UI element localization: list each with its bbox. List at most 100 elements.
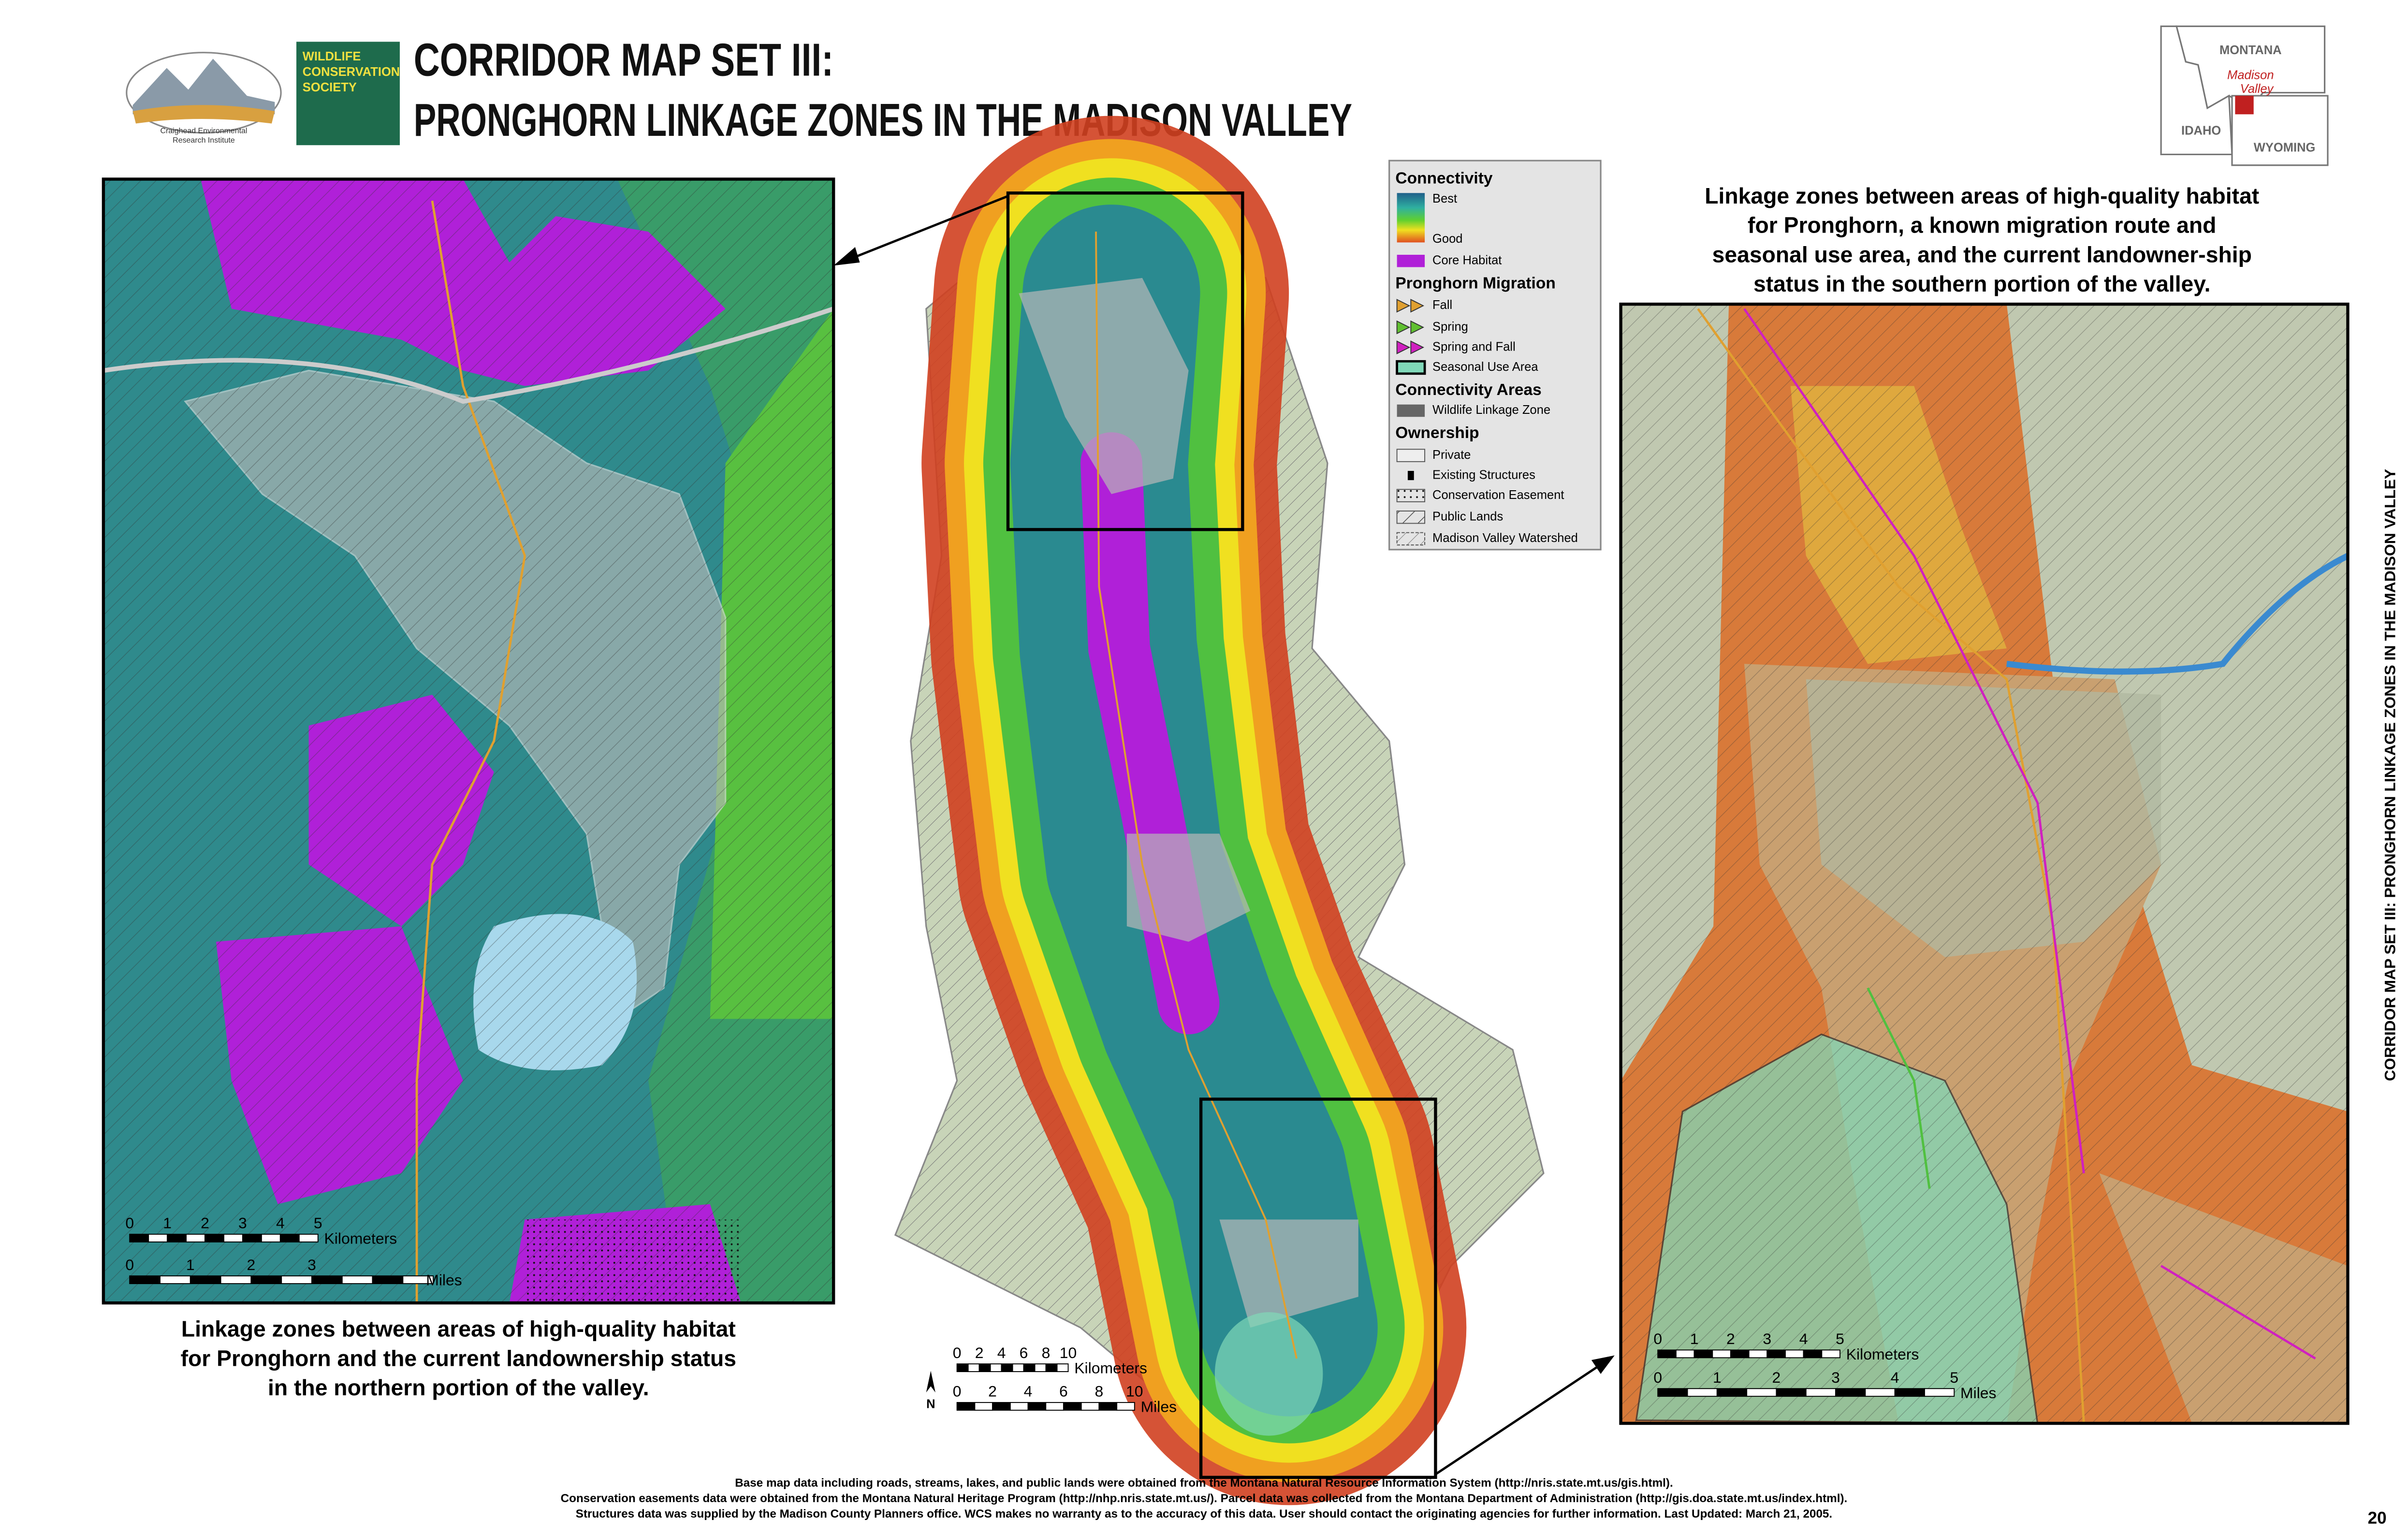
scale-segment xyxy=(160,1275,191,1285)
logo-cei: Craighead Environmental Research Institu… xyxy=(126,52,282,145)
south-map xyxy=(1619,302,2350,1425)
legend-swatch xyxy=(1396,299,1425,313)
footer: Base map data including roads, streams, … xyxy=(561,1477,1848,1520)
caption-line: Linkage zones between areas of high-qual… xyxy=(1705,183,2259,208)
scale-segment xyxy=(1716,1388,1748,1397)
legend-swatch xyxy=(1397,254,1425,267)
scale-segment xyxy=(1027,1402,1047,1411)
scale-segment xyxy=(279,1233,300,1243)
scale-label: 0 xyxy=(1653,1330,1662,1347)
legend-swatch xyxy=(1396,489,1426,502)
legend-item: Conservation Easement xyxy=(1432,488,1564,502)
river xyxy=(2006,553,2350,675)
caption: Linkage zones between areas of high-qual… xyxy=(1705,183,2259,296)
scale-label: 10 xyxy=(1126,1383,1143,1400)
scale-label: 2 xyxy=(247,1256,256,1273)
scale-segment xyxy=(1056,1363,1069,1373)
scale-segment xyxy=(992,1402,1011,1411)
scale-segment xyxy=(1924,1388,1955,1397)
scale-segment xyxy=(1116,1402,1135,1411)
legend-swatch xyxy=(1396,320,1425,335)
scale-label: 8 xyxy=(1042,1344,1051,1361)
scale-label: 2 xyxy=(1772,1369,1781,1386)
scale-segment xyxy=(1805,1388,1837,1397)
scale-segment xyxy=(1009,1402,1029,1411)
scale-segment xyxy=(298,1233,319,1243)
scale-segment xyxy=(967,1363,980,1373)
scale-segment xyxy=(1785,1349,1804,1359)
scale-label: 3 xyxy=(238,1214,247,1232)
scale-segment xyxy=(1835,1388,1866,1397)
road xyxy=(1095,232,1298,1359)
legend-swatch xyxy=(1396,511,1426,524)
scale-segment xyxy=(311,1275,343,1285)
scale-label: 5 xyxy=(1950,1369,1958,1386)
linkage-zone xyxy=(1126,833,1251,942)
legend-item: Spring xyxy=(1432,320,1468,334)
scale-segment xyxy=(1712,1349,1731,1359)
footer-line: Base map data including roads, streams, … xyxy=(735,1477,1673,1490)
seasonal-use-area xyxy=(1214,1312,1323,1436)
legend-item: Best xyxy=(1432,192,1457,205)
logo-band xyxy=(132,105,275,124)
scale-label: 8 xyxy=(1095,1383,1104,1400)
caption: Linkage zones between areas of high-qual… xyxy=(181,1316,736,1400)
scale-label: 5 xyxy=(314,1214,322,1232)
legend-heading: Ownership xyxy=(1395,424,1479,442)
pointer-arrow xyxy=(841,195,1008,264)
scale-segment xyxy=(1803,1349,1823,1359)
scale-segment xyxy=(1098,1402,1118,1411)
valley-label: Valley xyxy=(2240,82,2275,96)
valley-label: Madison xyxy=(2227,68,2274,82)
scale-segment xyxy=(1748,1349,1768,1359)
scale-segment xyxy=(1821,1349,1840,1359)
scale-segment xyxy=(250,1275,282,1285)
legend-item: Spring and Fall xyxy=(1432,340,1516,353)
scale-segment xyxy=(204,1233,224,1243)
scale-segment xyxy=(1001,1363,1013,1373)
state-label: MONTANA xyxy=(2219,44,2282,57)
legend-swatch xyxy=(1397,193,1425,243)
scale-segment xyxy=(167,1233,187,1243)
footer-line: Structures data was supplied by the Madi… xyxy=(576,1507,1832,1520)
caption-line: Linkage zones between areas of high-qual… xyxy=(181,1316,736,1342)
legend-item: Fall xyxy=(1432,298,1452,312)
scale-segment xyxy=(1693,1349,1713,1359)
scale-segment xyxy=(148,1233,168,1243)
scale-unit: Miles xyxy=(1960,1384,1996,1402)
scale-segment xyxy=(1675,1349,1695,1359)
legend-item: Madison Valley Watershed xyxy=(1432,531,1578,545)
logo-wcs: WILDLIFE CONSERVATION SOCIETY xyxy=(296,42,400,146)
migration-route xyxy=(1867,987,1931,1189)
scale-label: 5 xyxy=(1836,1330,1844,1347)
overview-map xyxy=(833,116,1615,1506)
scale-label: 6 xyxy=(1020,1344,1028,1361)
legend-heading: Connectivity xyxy=(1395,169,1492,187)
scale-label: 4 xyxy=(1799,1330,1808,1347)
scale-segment xyxy=(242,1233,262,1243)
legend-item: Public Lands xyxy=(1432,510,1503,524)
scale-segment xyxy=(974,1402,993,1411)
legend-item: Wildlife Linkage Zone xyxy=(1432,403,1550,417)
inset-box xyxy=(1199,1097,1437,1479)
legend: Connectivity Best Good Core Habitat Pronghor… xyxy=(1388,160,1602,551)
scale-segment xyxy=(978,1363,991,1373)
scale-segment xyxy=(1023,1363,1036,1373)
scale-label: 0 xyxy=(125,1214,134,1232)
scale-segment xyxy=(1034,1363,1047,1373)
migration-route xyxy=(2160,1265,2316,1360)
linkage-zone xyxy=(1219,1219,1358,1328)
legend-swatch xyxy=(1396,340,1425,354)
caption-line: status in the southern portion of the va… xyxy=(1753,271,2210,296)
scale-segment xyxy=(1063,1402,1082,1411)
scale-label: 3 xyxy=(1763,1330,1771,1347)
scale-label: 2 xyxy=(988,1383,997,1400)
logo-text: CONSERVATION xyxy=(303,65,400,79)
wyoming-outline xyxy=(2231,95,2329,166)
scale-label: 0 xyxy=(1653,1369,1662,1386)
